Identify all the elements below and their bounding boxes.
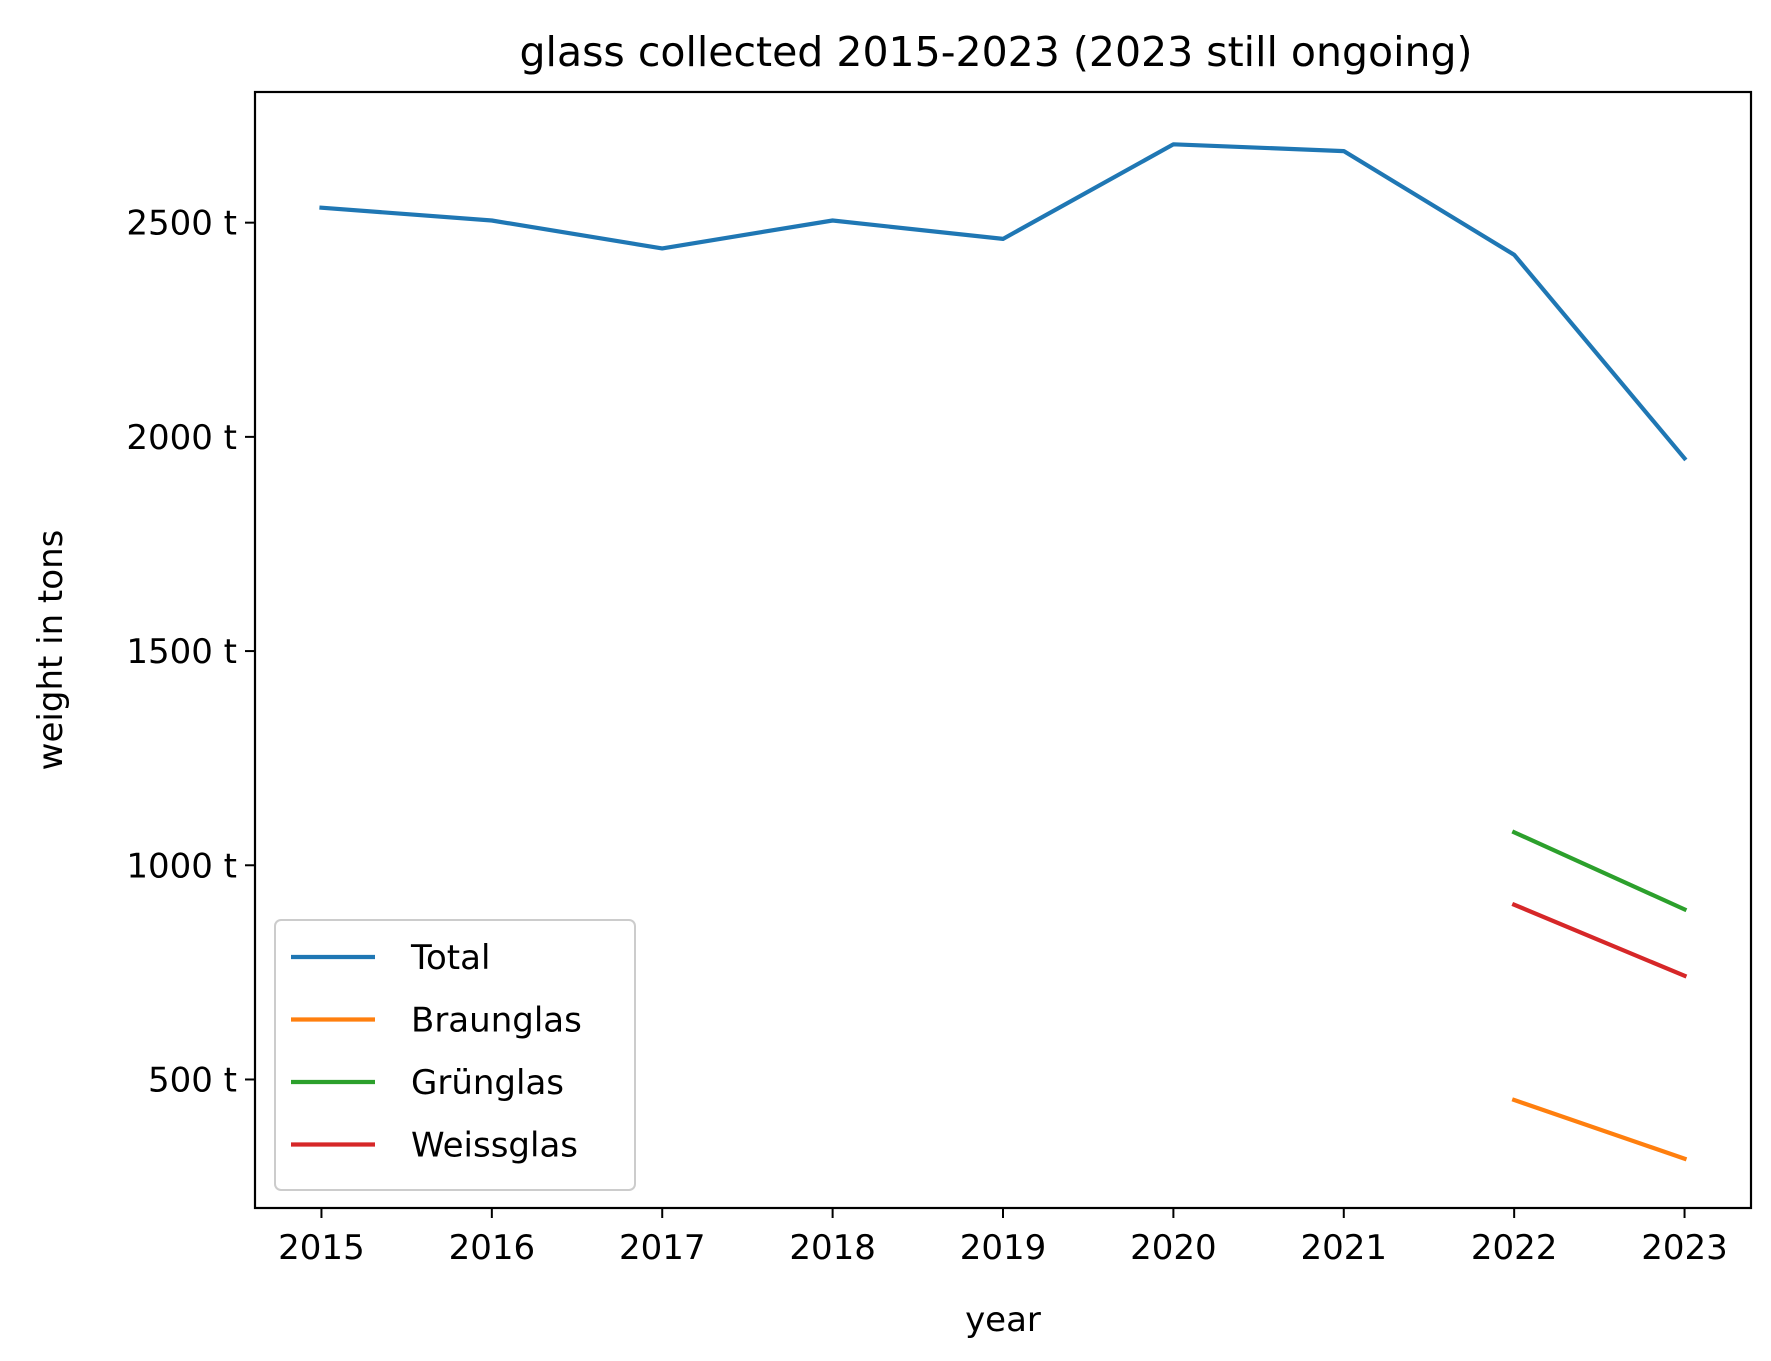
y-tick-label: 2000 t: [126, 418, 237, 458]
x-tick-label: 2022: [1471, 1228, 1558, 1268]
series-line-braunglas: [1511, 1097, 1688, 1162]
x-tick-label: 2021: [1301, 1228, 1388, 1268]
x-tick-label: 2023: [1641, 1228, 1728, 1268]
x-axis-label: year: [965, 1300, 1041, 1340]
x-tick-label: 2016: [449, 1228, 536, 1268]
legend-label-total: Total: [410, 938, 490, 978]
y-axis: 500 t 1000 t 1500 t 2000 t 2500 t: [126, 204, 255, 1100]
legend: Total Braunglas Grünglas Weissglas: [274, 919, 636, 1191]
y-tick-label: 500 t: [148, 1060, 237, 1100]
x-tick-label: 2019: [960, 1228, 1047, 1268]
series-line-weissglas: [1511, 901, 1688, 979]
chart-title: glass collected 2015-2023 (2023 still on…: [520, 28, 1473, 76]
x-tick-label: 2020: [1130, 1228, 1217, 1268]
x-tick-label: 2018: [789, 1228, 876, 1268]
y-tick-label: 1000 t: [126, 846, 237, 886]
legend-label-weissglas: Weissglas: [411, 1126, 578, 1166]
series-line-total: [319, 142, 1688, 462]
legend-label-gr-nglas: Grünglas: [411, 1063, 564, 1103]
series-line-gr-nglas: [1511, 829, 1688, 913]
y-axis-label: weight in tons: [31, 530, 71, 771]
x-tick-label: 2015: [278, 1228, 365, 1268]
y-tick-label: 2500 t: [126, 204, 237, 244]
x-axis: 2015 2016 2017 2018 2019 2020 2021 2022 2023: [278, 1208, 1728, 1268]
x-tick-label: 2017: [619, 1228, 706, 1268]
legend-label-braunglas: Braunglas: [411, 1001, 582, 1041]
y-tick-label: 1500 t: [126, 632, 237, 672]
plot-area: [319, 142, 1688, 1162]
legend-box: [274, 919, 636, 1191]
